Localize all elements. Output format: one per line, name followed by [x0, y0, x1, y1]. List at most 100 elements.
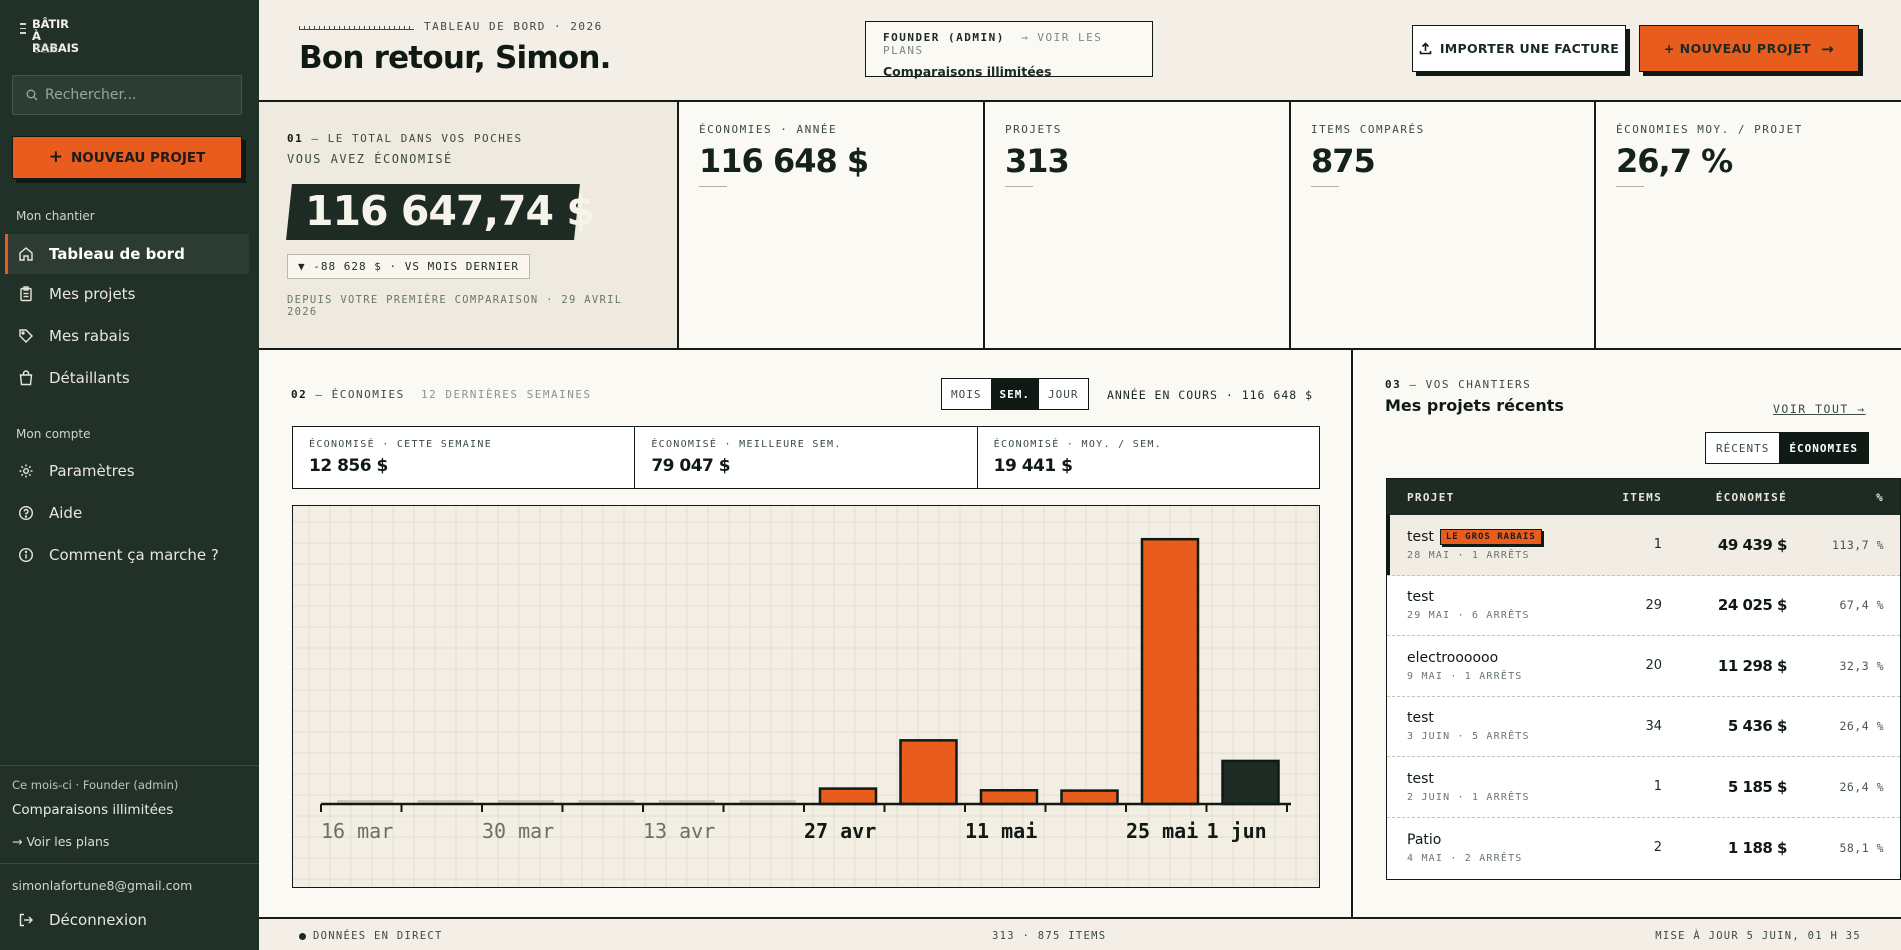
projects-title: Mes projets récents: [1385, 396, 1564, 415]
sidebar-item-how-it-works[interactable]: Comment ça marche ?: [5, 535, 249, 575]
search-input[interactable]: Rechercher...: [12, 75, 242, 115]
table-row[interactable]: test LE GROS RABAIS 28 MAI · 1 ARRÊTS 1 49…: [1387, 515, 1900, 576]
gear-icon: [19, 464, 33, 478]
import-invoice-label: IMPORTER UNE FACTURE: [1439, 41, 1620, 56]
project-items: 20: [1645, 658, 1662, 674]
toggle-savings[interactable]: ÉCONOMIES: [1779, 433, 1868, 463]
projects-num: 03: [1385, 378, 1402, 391]
project-pct: 26,4 %: [1839, 719, 1884, 734]
stat-underline: [699, 186, 727, 187]
projects-label: 03 — VOS CHANTIERS: [1385, 378, 1531, 391]
project-pct: 58,1 %: [1839, 840, 1884, 855]
stat-card-year: ÉCONOMIES · ANNÉE 116 648 $: [679, 102, 985, 348]
x-tick-label: 1 jun: [1207, 819, 1267, 843]
stat-underline: [1005, 186, 1033, 187]
weekly-savings-chart: 16 mar 30 mar 13 avr 27 avr 11 mai 25 mai 1 ju…: [292, 505, 1320, 888]
arrow-right-icon: →: [1821, 39, 1835, 58]
project-meta: 9 MAI · 1 ARRÊTS: [1407, 670, 1523, 682]
project-name: Patio: [1407, 831, 1442, 848]
project-name: test: [1407, 528, 1434, 545]
stat-value: 875: [1311, 142, 1376, 180]
chart-bar: [498, 800, 554, 804]
projects-label-text: — VOS CHANTIERS: [1409, 378, 1532, 391]
plus-icon: +: [48, 147, 63, 167]
sidebar-item-rebates[interactable]: Mes rabais: [5, 316, 249, 356]
chart-bar: [1060, 789, 1119, 806]
project-items: 1: [1653, 779, 1662, 795]
kpi-best-week: ÉCONOMISÉ · MEILLEURE SEM. 79 047 $: [635, 427, 978, 488]
sidebar-item-help[interactable]: Aide: [5, 493, 249, 533]
logout-label: Déconnexion: [49, 911, 147, 929]
toggle-month[interactable]: MOIS: [951, 387, 982, 401]
project-saved: 5 185 $: [1727, 777, 1788, 796]
kpi-value: 79 047 $: [651, 456, 731, 476]
user-email: simonlafortune8@gmail.com: [12, 878, 193, 893]
kpi-this-week: ÉCONOMISÉ · CETTE SEMAINE 12 856 $: [293, 427, 636, 488]
info-icon: [18, 547, 34, 563]
sidebar: BÂTIR À RABAIS LE PLAN D'ACHAT Rechercher…: [0, 0, 259, 950]
x-tick-label: 25 mai: [1126, 819, 1198, 843]
chart-bar: [979, 789, 1039, 806]
chart-num: 02: [291, 388, 308, 401]
plan-box-link[interactable]: → VOIR LES PLANS: [883, 31, 1103, 57]
kpi-value: 12 856 $: [309, 456, 388, 476]
chart-svg: 16 mar 30 mar 13 avr 27 avr 11 mai 25 mai 1 ju…: [293, 506, 1318, 886]
new-project-button[interactable]: + NOUVEAU PROJET →: [1639, 25, 1859, 72]
sidebar-item-retailers[interactable]: Détaillants: [5, 358, 249, 398]
project-name: test: [1407, 770, 1434, 787]
logout-button[interactable]: Déconnexion: [5, 900, 249, 940]
table-row[interactable]: test 2 JUIN · 1 ARRÊTS 1 5 185 $ 26,4 %: [1387, 757, 1900, 818]
table-row[interactable]: electroooooo 9 MAI · 1 ARRÊTS 20 11 298 $…: [1387, 636, 1900, 697]
kpi-avg-week: ÉCONOMISÉ · MOY. / SEM. 19 441 $: [978, 427, 1319, 488]
footer-counts: 313 · 875 ITEMS: [992, 930, 1107, 942]
toggle-week[interactable]: SEM.: [990, 379, 1039, 409]
toggle-day[interactable]: JOUR: [1048, 387, 1079, 401]
logout-icon: [19, 913, 33, 927]
stat-label: PROJETS: [1005, 123, 1062, 136]
view-plans-link[interactable]: → Voir les plans: [12, 834, 110, 849]
chart-label-text: — ÉCONOMIES: [315, 388, 405, 401]
x-tick-label: 11 mai: [965, 819, 1037, 843]
table-row[interactable]: test 29 MAI · 6 ARRÊTS 29 24 025 $ 67,4 %: [1387, 576, 1900, 636]
logo-text-line1: BÂTIR À: [32, 17, 69, 43]
year-summary: ANNÉE EN COURS · 116 648 $: [1107, 388, 1314, 402]
project-items: 29: [1645, 597, 1662, 613]
total-savings-value: 116 647,74 $: [305, 187, 595, 235]
sidebar-item-dashboard[interactable]: Tableau de bord: [5, 234, 249, 274]
since-note: DEPUIS VOTRE PREMIÈRE COMPARAISON · 29 A…: [287, 294, 623, 318]
logo-mark: [20, 23, 26, 37]
table-row[interactable]: test 3 JUIN · 5 ARRÊTS 34 5 436 $ 26,4 %: [1387, 697, 1900, 757]
chart-bar: [1140, 537, 1200, 806]
nav-section-chantier: Mon chantier: [16, 209, 95, 223]
project-items: 1: [1653, 537, 1662, 553]
plan-box[interactable]: FOUNDER (ADMIN) → VOIR LES PLANS Compara…: [865, 21, 1153, 79]
see-all-link[interactable]: VOIR TOUT →: [1773, 402, 1866, 416]
project-meta: 28 MAI · 1 ARRÊTS: [1407, 549, 1530, 561]
live-indicator: DONNÉES EN DIRECT: [299, 930, 443, 942]
projects-table: PROJET ITEMS ÉCONOMISÉ % test LE GROS RAB…: [1386, 478, 1901, 880]
stat-card-projects: PROJETS 313: [985, 102, 1291, 348]
import-invoice-button[interactable]: IMPORTER UNE FACTURE: [1412, 25, 1626, 72]
sidebar-item-settings[interactable]: Paramètres: [5, 451, 249, 491]
project-meta: 3 JUIN · 5 ARRÊTS: [1407, 731, 1530, 743]
plan-name: Comparaisons illimitées: [12, 802, 174, 818]
toggle-recent[interactable]: RÉCENTS: [1716, 441, 1770, 455]
total-savings-card: 01 — LE TOTAL DANS VOS POCHES VOUS AVEZ …: [259, 102, 679, 348]
sidebar-new-project-button[interactable]: + NOUVEAU PROJET: [12, 136, 242, 179]
project-meta: 4 MAI · 2 ARRÊTS: [1407, 852, 1523, 864]
project-saved: 1 188 $: [1727, 838, 1788, 857]
project-saved: 24 025 $: [1717, 596, 1788, 615]
hero-label-text: — LE TOTAL DANS VOS POCHES: [311, 132, 523, 145]
new-project-label: + NOUVEAU PROJET: [1663, 41, 1812, 56]
last-updated: MISE À JOUR 5 JUIN, 01 H 35: [1655, 930, 1861, 942]
table-row[interactable]: Patio 4 MAI · 2 ARRÊTS 2 1 188 $ 58,1 %: [1387, 818, 1900, 879]
x-tick-label: 30 mar: [482, 819, 554, 843]
project-items: 2: [1653, 840, 1662, 856]
hero-sub: VOUS AVEZ ÉCONOMISÉ: [287, 152, 453, 166]
sidebar-item-projects[interactable]: Mes projets: [5, 274, 249, 314]
chart-bar: [417, 800, 474, 804]
chart-bar: [818, 787, 878, 806]
project-pct: 67,4 %: [1839, 598, 1884, 613]
plan-box-desc: Comparaisons illimitées: [883, 64, 1052, 79]
logo[interactable]: BÂTIR À RABAIS LE PLAN D'ACHAT: [20, 17, 80, 55]
